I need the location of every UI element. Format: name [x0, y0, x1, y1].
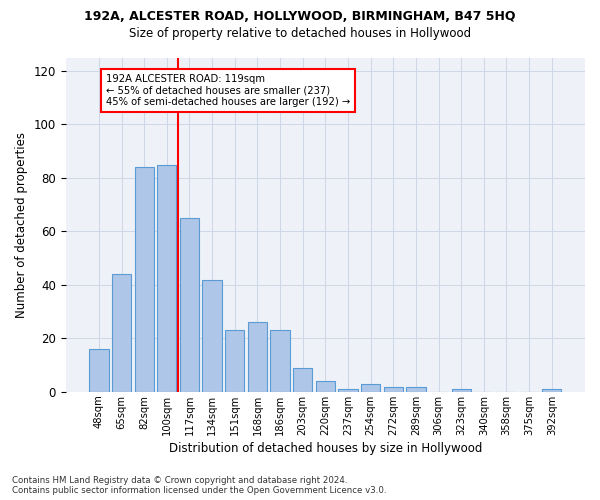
- Bar: [180, 218, 199, 392]
- Bar: [406, 386, 425, 392]
- Bar: [452, 389, 471, 392]
- Bar: [248, 322, 267, 392]
- Bar: [134, 167, 154, 392]
- Bar: [338, 389, 358, 392]
- Text: Size of property relative to detached houses in Hollywood: Size of property relative to detached ho…: [129, 28, 471, 40]
- Bar: [112, 274, 131, 392]
- Text: 192A ALCESTER ROAD: 119sqm
← 55% of detached houses are smaller (237)
45% of sem: 192A ALCESTER ROAD: 119sqm ← 55% of deta…: [106, 74, 350, 107]
- Bar: [316, 381, 335, 392]
- Bar: [157, 164, 176, 392]
- Text: 192A, ALCESTER ROAD, HOLLYWOOD, BIRMINGHAM, B47 5HQ: 192A, ALCESTER ROAD, HOLLYWOOD, BIRMINGH…: [84, 10, 516, 23]
- Bar: [361, 384, 380, 392]
- Text: Contains HM Land Registry data © Crown copyright and database right 2024.
Contai: Contains HM Land Registry data © Crown c…: [12, 476, 386, 495]
- Y-axis label: Number of detached properties: Number of detached properties: [15, 132, 28, 318]
- Bar: [225, 330, 244, 392]
- Bar: [293, 368, 313, 392]
- X-axis label: Distribution of detached houses by size in Hollywood: Distribution of detached houses by size …: [169, 442, 482, 455]
- Bar: [202, 280, 222, 392]
- Bar: [542, 389, 562, 392]
- Bar: [89, 349, 109, 392]
- Bar: [271, 330, 290, 392]
- Bar: [383, 386, 403, 392]
